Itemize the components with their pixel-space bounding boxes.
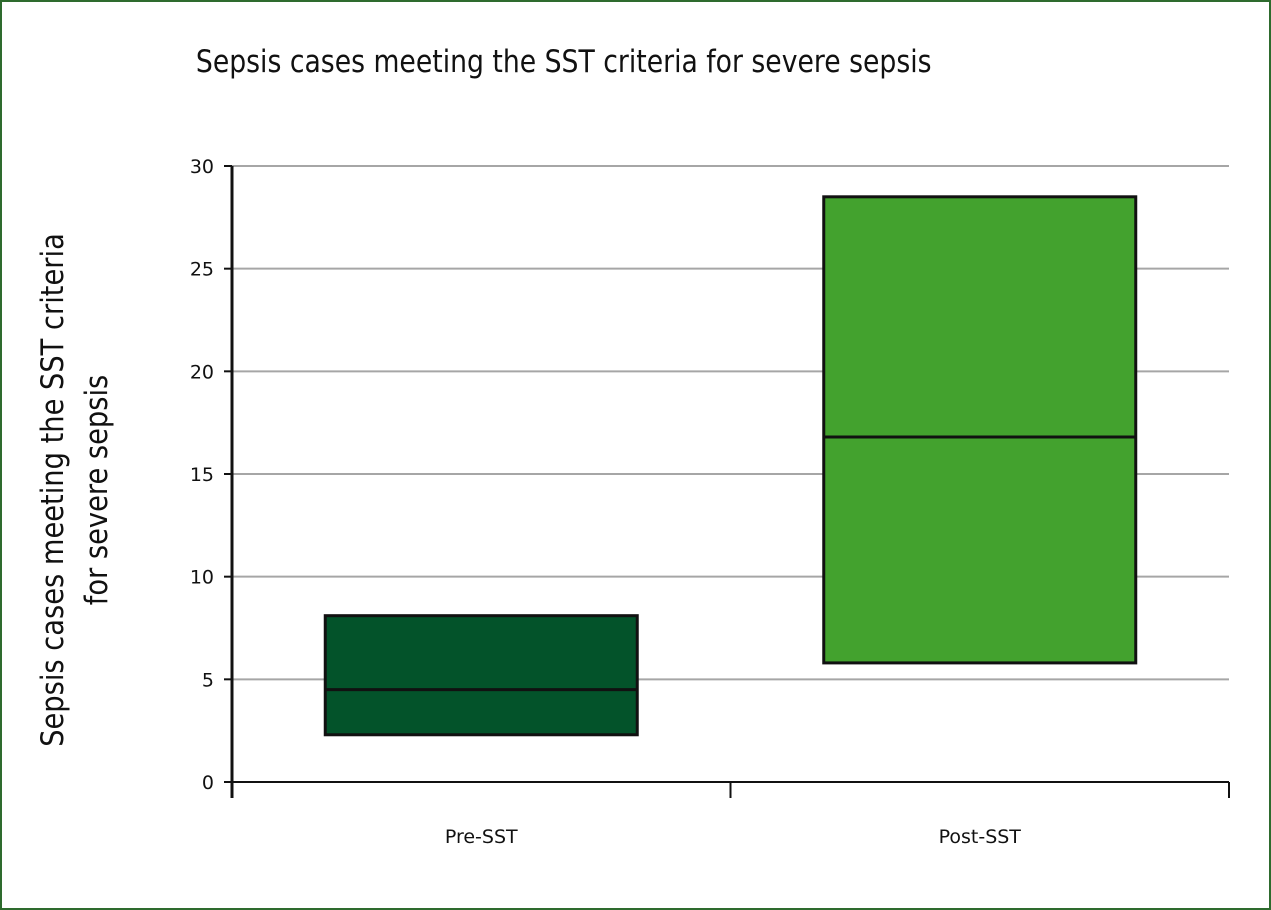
box-pre-sst	[323, 614, 639, 737]
y-tick-label-15: 15	[190, 464, 214, 486]
y-tick-label-5: 5	[202, 669, 214, 691]
chart-title: Sepsis cases meeting the SST criteria fo…	[195, 44, 932, 80]
y-tick-label-30: 30	[190, 156, 214, 178]
y-tick-label-20: 20	[190, 361, 214, 383]
y-tick-label-0: 0	[202, 772, 214, 794]
tick-labels: 0 5 10 15 20 25 30 Pre-SST Post-SST	[190, 156, 1021, 848]
x-tick-label-pre-sst: Pre-SST	[445, 826, 518, 848]
boxes	[323, 195, 1138, 737]
axes	[224, 165, 1230, 798]
y-tick-label-25: 25	[190, 259, 214, 281]
x-tick-label-post-sst: Post-SST	[939, 826, 1022, 848]
box-post-sst	[822, 195, 1138, 665]
y-tick-label-10: 10	[190, 567, 214, 589]
